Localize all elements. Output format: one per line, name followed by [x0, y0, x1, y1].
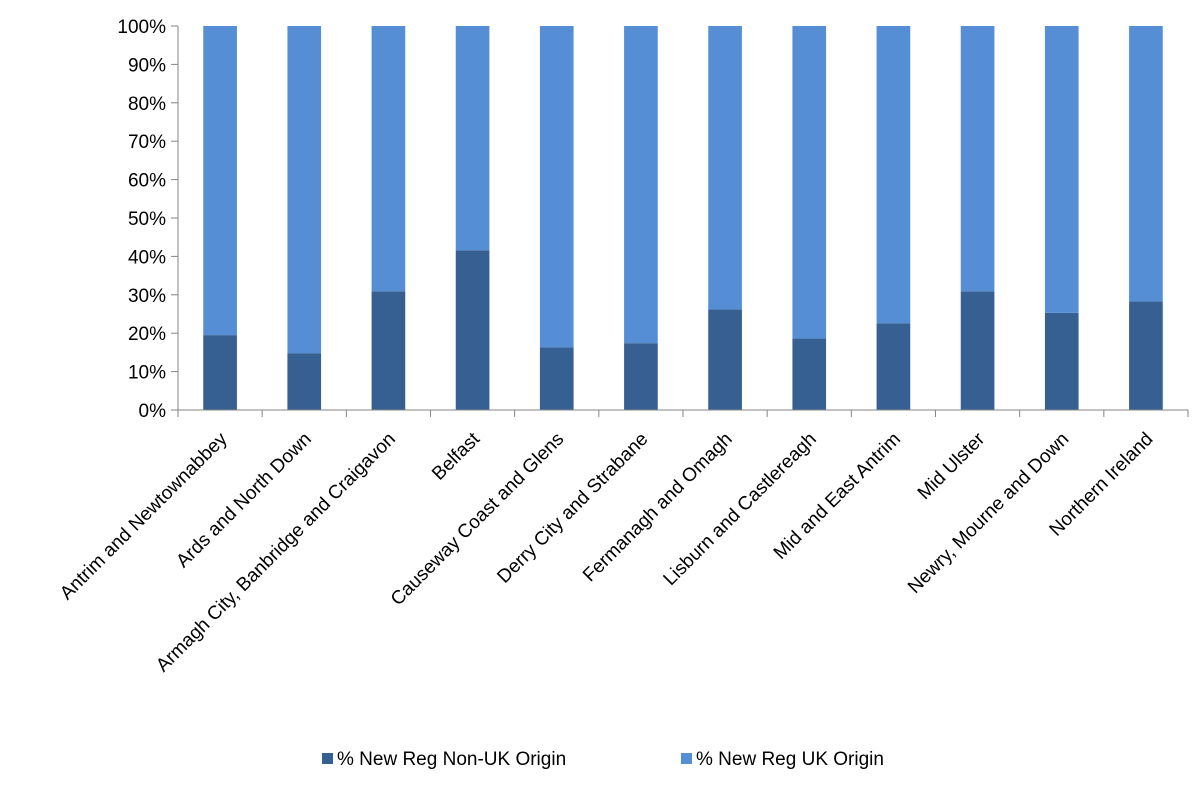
bar-segment-uk — [1129, 26, 1163, 302]
y-tick-label: 30% — [128, 286, 166, 307]
bar-segment-non-uk — [876, 323, 911, 410]
bars — [203, 26, 1163, 410]
legend-label: % New Reg Non-UK Origin — [337, 749, 566, 770]
bar-segment-uk — [287, 26, 322, 354]
bar-segment-non-uk — [1129, 301, 1163, 410]
legend-swatch — [681, 753, 692, 764]
y-tick-label: 50% — [128, 209, 166, 230]
bar-segment-uk — [1044, 26, 1079, 313]
x-tick-label: Derry City and Strabane — [493, 429, 652, 588]
bar-segment-non-uk — [455, 250, 490, 410]
bar-segment-uk — [539, 26, 574, 348]
x-tick-label: Fermanagh and Omagh — [579, 429, 736, 586]
y-tick-label: 60% — [128, 171, 166, 192]
bar-segment-non-uk — [708, 309, 742, 410]
bar-segment-non-uk — [371, 291, 406, 410]
y-tick-label: 20% — [128, 324, 166, 345]
y-tick-label: 100% — [117, 17, 166, 38]
bar-segment-non-uk — [203, 335, 237, 410]
bar-segment-non-uk — [539, 347, 574, 410]
y-tick-label: 70% — [128, 132, 166, 153]
bar-segment-uk — [624, 26, 658, 344]
bar-segment-non-uk — [624, 343, 658, 410]
y-tick-label: 90% — [128, 55, 166, 76]
x-tick-label: Newry, Mourne and Down — [904, 429, 1073, 598]
bar-segment-uk — [203, 26, 237, 336]
legend-swatch — [322, 753, 333, 764]
x-tick-label: Mid Ulster — [914, 428, 990, 504]
x-tick-label: Causeway Coast and Glens — [387, 429, 568, 610]
y-tick-label: 0% — [139, 401, 167, 422]
bar-segment-non-uk — [960, 291, 995, 410]
legend-label: % New Reg UK Origin — [696, 749, 884, 770]
bar-segment-uk — [876, 26, 911, 324]
bar-segment-uk — [371, 26, 406, 292]
bar-segment-non-uk — [792, 338, 827, 410]
bar-segment-uk — [708, 26, 742, 310]
y-tick-label: 40% — [128, 247, 166, 268]
x-tick-label: Lisburn and Castlereagh — [660, 429, 821, 590]
bar-segment-non-uk — [287, 353, 322, 410]
bar-segment-uk — [455, 26, 490, 251]
y-tick-label: 10% — [128, 363, 166, 384]
bar-segment-uk — [960, 26, 995, 292]
bar-segment-uk — [792, 26, 827, 339]
bar-segment-non-uk — [1044, 312, 1079, 410]
x-tick-label: Belfast — [428, 428, 484, 484]
x-tick-label: Antrim and Newtownabbey — [56, 428, 232, 604]
y-tick-label: 80% — [128, 94, 166, 115]
legend: % New Reg Non-UK Origin % New Reg UK Orig… — [322, 749, 884, 770]
y-axis: 0% 10% 20% 30% 40% 50% 60% 70% 80% 90% 100% — [117, 17, 179, 422]
